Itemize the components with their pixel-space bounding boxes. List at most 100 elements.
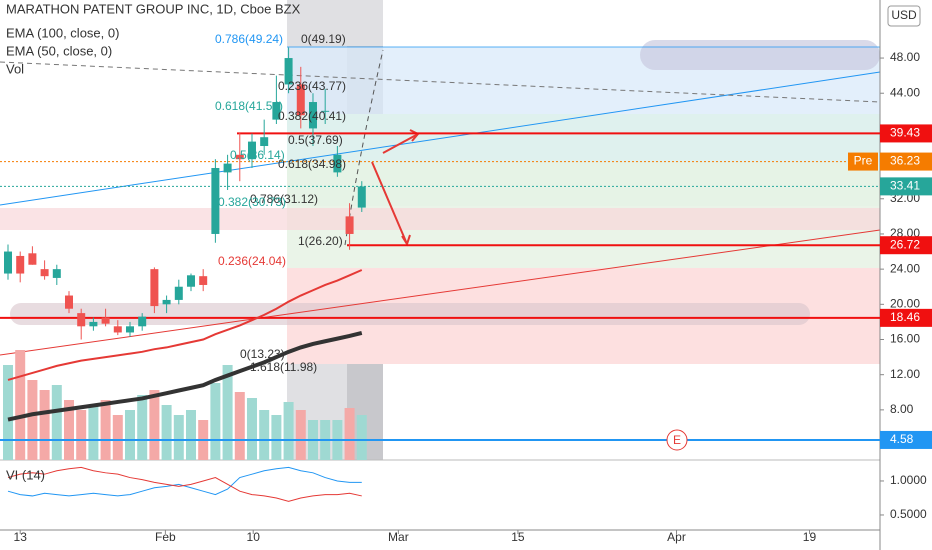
y-tick-label: 16.00 xyxy=(890,332,920,346)
x-tick-label: 15 xyxy=(511,530,525,544)
fib-label: 0.236(43.77) xyxy=(278,79,346,93)
price-tag xyxy=(880,430,932,449)
volume-bar xyxy=(234,392,245,460)
y-tick-label: 24.00 xyxy=(890,261,920,275)
zone xyxy=(0,208,880,230)
candle-body xyxy=(125,326,134,333)
vi-title: VI (14) xyxy=(6,467,45,482)
volume-bar xyxy=(185,410,196,460)
volume-bar xyxy=(100,400,111,460)
projection xyxy=(344,49,384,246)
fib-label: 1.618(11.98) xyxy=(250,360,317,374)
ema-line xyxy=(7,269,363,381)
price-tag xyxy=(880,177,932,196)
candle-body xyxy=(40,269,49,277)
volume-bar xyxy=(356,415,367,460)
vi-plus xyxy=(7,466,362,497)
zone xyxy=(640,40,880,70)
volume-bar xyxy=(124,410,135,460)
fib-label: 0.5(36.14) xyxy=(230,148,285,162)
y-tick-label: 12.00 xyxy=(890,367,920,381)
candle-body xyxy=(308,102,317,129)
earnings[interactable] xyxy=(666,429,688,451)
trendline xyxy=(0,61,881,103)
currency-box[interactable] xyxy=(887,5,921,27)
trendline xyxy=(0,71,881,206)
fib-label: 0.618(41.54) xyxy=(215,99,283,113)
volume-bar xyxy=(259,410,270,460)
fib-zone xyxy=(287,162,880,206)
candle-body xyxy=(150,269,159,307)
volume-bar xyxy=(15,350,26,460)
candle-body xyxy=(101,317,110,324)
candle-body xyxy=(186,275,195,287)
indicator: Vol xyxy=(6,61,24,76)
price-label: 18.46 xyxy=(890,310,920,324)
tag-box xyxy=(848,152,878,171)
price-label: 4.58 xyxy=(890,432,914,446)
candle-body xyxy=(28,253,37,265)
volume-bar xyxy=(63,400,74,460)
fib-label: 0(49.19) xyxy=(301,32,346,46)
price-label: 33.41 xyxy=(890,179,920,193)
y-tick-label: 1.0000 xyxy=(890,473,927,487)
fib-label: 0.618(34.98) xyxy=(278,157,346,171)
volume-bar xyxy=(149,390,160,460)
price-label: 36.23 xyxy=(890,154,920,168)
price-label: 39.43 xyxy=(890,126,920,140)
volume-bar xyxy=(3,365,14,460)
candle-body xyxy=(247,141,256,160)
volume-bar xyxy=(210,383,221,460)
fib-label: 0.5(37.69) xyxy=(288,133,343,147)
candle-body xyxy=(174,286,183,300)
trendline xyxy=(0,229,881,356)
zone xyxy=(10,303,810,325)
price-tag xyxy=(880,152,932,171)
x-tick-label: 10 xyxy=(247,530,261,544)
candle-body xyxy=(89,321,98,327)
candle-body xyxy=(138,316,147,327)
price-tag xyxy=(880,236,932,255)
volume-bar xyxy=(76,410,87,460)
candle-body xyxy=(52,269,61,278)
fib-label: 0.382(30.73) xyxy=(218,195,286,209)
y-tick-label: 48.00 xyxy=(890,50,920,64)
indicator: EMA (50, close, 0) xyxy=(6,43,112,58)
indicator: EMA (100, close, 0) xyxy=(6,25,119,40)
fib-label: 1(26.20) xyxy=(298,234,343,248)
candle-body xyxy=(162,299,171,305)
volume-bar xyxy=(283,402,294,460)
candle-body xyxy=(321,110,330,112)
candle-body xyxy=(345,216,354,234)
ema-line xyxy=(7,330,363,422)
x-tick-label: Mar xyxy=(388,530,409,544)
fib-zone xyxy=(287,114,880,162)
tag: Pre xyxy=(854,154,873,168)
candle-body xyxy=(113,326,122,333)
fib-label: 0.382(40.41) xyxy=(278,109,346,123)
volume-bar xyxy=(222,365,233,460)
volume-bar xyxy=(112,415,123,460)
earnings-label[interactable]: E xyxy=(673,433,681,447)
volume-bar xyxy=(88,405,99,460)
fib-label: 0.236(24.04) xyxy=(218,254,286,268)
fib-label: 0.786(49.24) xyxy=(215,32,283,46)
y-tick-label: 44.00 xyxy=(890,85,920,99)
candle-body xyxy=(296,84,305,116)
volume-bar xyxy=(51,385,62,460)
candle-body xyxy=(357,186,366,208)
volume-bar xyxy=(295,410,306,460)
fib-label: 0(13.23) xyxy=(240,347,285,361)
volume-bar xyxy=(39,390,50,460)
currency[interactable]: USD xyxy=(891,8,917,22)
candle-body xyxy=(272,102,281,120)
title: MARATHON PATENT GROUP INC, 1D, Cboe BZX xyxy=(6,1,301,16)
x-tick-label: Feb xyxy=(155,530,176,544)
volume-bar xyxy=(137,395,148,460)
volume-bar xyxy=(344,408,355,460)
y-tick-label: 20.00 xyxy=(890,296,920,310)
candle-body xyxy=(4,251,13,274)
candle-body xyxy=(223,163,232,173)
fib-label: 0.786(31.12) xyxy=(250,192,318,206)
